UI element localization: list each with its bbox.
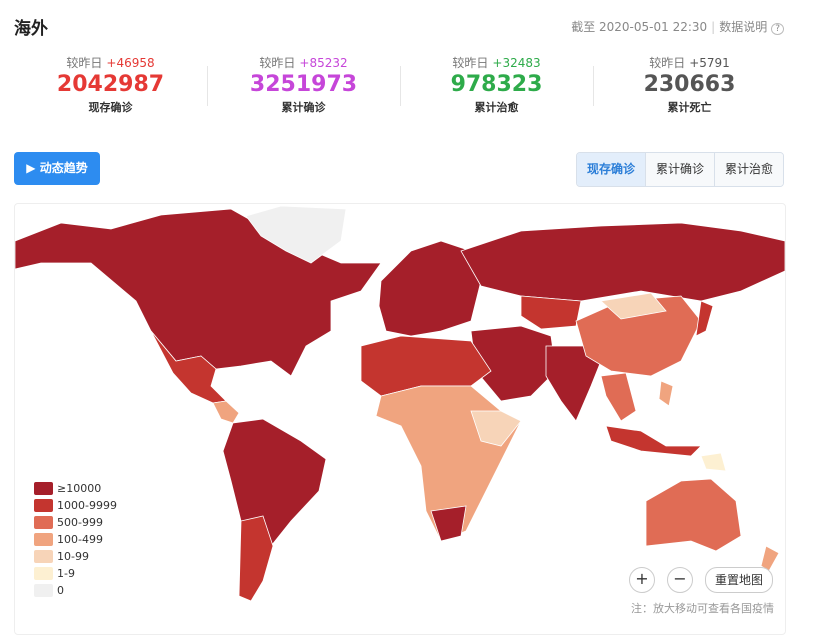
legend-swatch [34, 533, 53, 546]
legend-swatch [34, 584, 53, 597]
legend-swatch [34, 567, 53, 580]
legend-item: 100-499 [34, 531, 117, 548]
stat-card: 较昨日 +85232 3251973 累计确诊 [207, 54, 400, 115]
stat-card: 较昨日 +46958 2042987 现存确诊 [14, 54, 207, 115]
legend-label: 500-999 [57, 516, 103, 529]
stat-delta: +5791 [689, 56, 730, 70]
stat-divider [400, 66, 401, 106]
zoom-in[interactable]: + [629, 567, 655, 593]
info-link[interactable]: 数据说明 [719, 20, 768, 34]
stat-delta-row: 较昨日 +5791 [593, 54, 786, 71]
legend-item: 1-9 [34, 565, 117, 582]
legend-item: 1000-9999 [34, 497, 117, 514]
legend-label: 100-499 [57, 533, 103, 546]
stat-card: 较昨日 +5791 230663 累计死亡 [593, 54, 786, 115]
timestamp: 截至 2020-05-01 22:30 [571, 20, 708, 34]
stat-divider [593, 66, 594, 106]
legend-label: 1-9 [57, 567, 75, 580]
stat-delta: +32483 [492, 56, 541, 70]
legend-swatch [34, 550, 53, 563]
legend-swatch [34, 482, 53, 495]
stat-name: 累计治愈 [474, 101, 519, 114]
papua [700, 452, 727, 472]
legend-label: ≥10000 [57, 482, 102, 495]
legend-item: 0 [34, 582, 117, 599]
japan [695, 300, 714, 337]
mongolia [600, 292, 667, 320]
legend-swatch [34, 516, 53, 529]
europe [378, 240, 482, 337]
stat-value: 2042987 [56, 72, 165, 97]
russia [460, 222, 785, 302]
philippines [658, 380, 674, 407]
legend-label: 0 [57, 584, 64, 597]
map-note: 注：放大移动可查看各国疫情 [631, 602, 774, 615]
stat-name: 现存确诊 [88, 101, 133, 114]
stat-delta-label: 较昨日 [66, 56, 103, 70]
chile-argentina [238, 515, 274, 602]
stat-delta-row: 较昨日 +85232 [207, 54, 400, 71]
trend-button[interactable]: ▶ 动态趋势 [14, 152, 100, 185]
stat-name: 累计确诊 [281, 101, 326, 114]
legend-item: ≥10000 [34, 480, 117, 497]
stat-card: 较昨日 +32483 978323 累计治愈 [400, 54, 593, 115]
tab[interactable]: 现存确诊 [576, 153, 645, 186]
legend-item: 10-99 [34, 548, 117, 565]
south-africa [430, 505, 467, 542]
trend-label: 动态趋势 [39, 161, 88, 175]
stat-value: 3251973 [249, 72, 358, 97]
legend-item: 500-999 [34, 514, 117, 531]
east-africa [470, 410, 522, 447]
greenland [245, 205, 347, 264]
stat-delta-label: 较昨日 [649, 56, 686, 70]
timestamp-bar: 截至 2020-05-01 22:30 | 数据说明? [567, 18, 784, 35]
stat-delta-row: 较昨日 +46958 [14, 54, 207, 71]
kazakhstan [520, 295, 582, 330]
stat-delta-label: 较昨日 [259, 56, 296, 70]
central-america [212, 400, 240, 424]
map-panel [14, 203, 786, 635]
reset-map[interactable]: 重置地图 [705, 567, 773, 593]
tab[interactable]: 累计确诊 [644, 153, 714, 186]
stat-value: 978323 [450, 72, 543, 97]
separator: | [711, 20, 716, 34]
legend: ≥10000 1000-9999 500-999 100-499 10-99 1-9 0 [34, 480, 117, 599]
help-icon[interactable]: ? [771, 23, 784, 35]
stat-divider [207, 66, 208, 106]
mexico [150, 330, 227, 404]
page-title: 海外 [14, 19, 48, 39]
stat-value: 230663 [643, 72, 736, 97]
southeast-asia [600, 372, 637, 422]
legend-label: 1000-9999 [57, 499, 117, 512]
world-map [15, 205, 785, 602]
zoom-out[interactable]: − [667, 567, 693, 593]
stat-delta: +46958 [106, 56, 155, 70]
australia [645, 478, 742, 552]
stat-delta-label: 较昨日 [452, 56, 489, 70]
tab[interactable]: 累计治愈 [713, 153, 783, 186]
stat-delta: +85232 [299, 56, 348, 70]
stat-name: 累计死亡 [667, 101, 712, 114]
legend-label: 10-99 [57, 550, 89, 563]
stat-delta-row: 较昨日 +32483 [400, 54, 593, 71]
south-america [222, 418, 327, 602]
legend-swatch [34, 499, 53, 512]
tabs: 现存确诊 累计确诊 累计治愈 [575, 152, 784, 187]
indonesia [605, 425, 702, 457]
